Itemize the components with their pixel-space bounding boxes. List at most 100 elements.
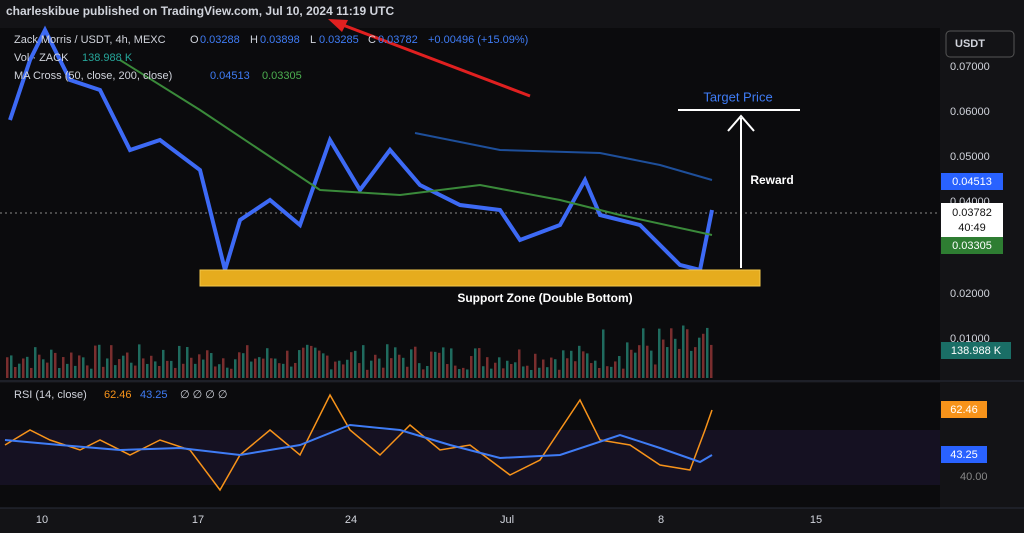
volume-bar xyxy=(610,366,613,378)
volume-bar xyxy=(578,345,581,378)
volume-bar xyxy=(410,349,413,378)
rsi-badge xyxy=(941,401,987,418)
volume-bar xyxy=(570,350,573,378)
volume-bar xyxy=(362,345,365,378)
volume-bar xyxy=(542,359,545,378)
volume-bar xyxy=(302,347,305,378)
price-pane xyxy=(0,28,940,380)
publisher: charleskibue published on TradingView.co… xyxy=(6,4,394,18)
volume-bar xyxy=(702,333,705,378)
volume-bar xyxy=(338,360,341,378)
volume-bar xyxy=(470,356,473,378)
ma-fast: 0.04513 xyxy=(210,70,250,82)
volume-bar xyxy=(490,368,493,378)
volume-bar xyxy=(62,357,65,378)
volume-bar xyxy=(498,357,501,378)
volume-bar xyxy=(414,346,417,378)
volume-bar xyxy=(550,357,553,378)
rsi-band xyxy=(0,430,940,485)
volume-bar xyxy=(174,367,177,378)
volume-bar xyxy=(334,361,337,378)
volume-bar xyxy=(102,366,105,378)
volume-bar xyxy=(670,328,673,378)
price-tick-label: 0.01000 xyxy=(950,333,990,345)
volume-bar xyxy=(434,351,437,378)
volume-bar xyxy=(30,367,33,378)
volume-bar xyxy=(402,357,405,378)
volume-bar xyxy=(42,359,45,378)
volume-bar xyxy=(170,360,173,378)
volume-bar xyxy=(110,345,113,378)
volume-bar xyxy=(134,365,137,378)
volume-bar xyxy=(74,365,77,378)
volume-bar xyxy=(658,328,661,378)
volume-bar xyxy=(366,369,369,378)
volume-bar xyxy=(450,348,453,378)
last-badge xyxy=(941,203,1003,237)
volume-bar xyxy=(162,349,165,378)
ma-slow-badge-text: 0.03305 xyxy=(952,240,992,252)
volume-bar xyxy=(382,367,385,378)
red-arrow-head xyxy=(328,19,348,32)
volume-bar xyxy=(442,347,445,378)
change: +0.00496 (+15.09%) xyxy=(428,34,528,46)
volume-bar xyxy=(326,355,329,378)
volume-bar xyxy=(126,352,129,378)
volume-bar xyxy=(626,342,629,378)
volume-badge xyxy=(941,342,1011,359)
volume-bar xyxy=(566,358,569,378)
price-tick-label: 0.07000 xyxy=(950,61,990,73)
volume-bar xyxy=(446,364,449,378)
volume-bar xyxy=(530,369,533,378)
volume-bar xyxy=(310,345,313,378)
l-label: L xyxy=(310,34,316,46)
close: 0.03782 xyxy=(378,34,418,46)
volume-bar xyxy=(390,358,393,378)
volume-bar xyxy=(590,363,593,378)
volume-bar xyxy=(114,365,117,378)
volume-bar xyxy=(166,360,169,378)
volume-bar xyxy=(526,365,529,378)
rsi-ma: 43.25 xyxy=(140,389,168,401)
volume-bar xyxy=(706,327,709,378)
volume-bar xyxy=(474,348,477,378)
open: 0.03288 xyxy=(200,34,240,46)
volume-bar xyxy=(666,347,669,378)
volume-bar xyxy=(694,347,697,378)
red-arrow xyxy=(334,20,531,98)
volume-bar xyxy=(86,365,89,378)
volume-bar xyxy=(258,357,261,378)
rsi-ma-badge-text: 43.25 xyxy=(950,449,978,461)
volume-bar xyxy=(202,359,205,378)
volume-bar xyxy=(354,350,357,378)
volume-bar xyxy=(306,344,309,378)
volume-bar xyxy=(606,366,609,378)
high: 0.03898 xyxy=(260,34,300,46)
volume-bar xyxy=(314,347,317,378)
price-axis: 0.070000.060000.050000.040000.020000.010… xyxy=(950,61,990,345)
volume-bar xyxy=(294,362,297,378)
time-tick-label: 15 xyxy=(810,514,822,526)
volume-bar xyxy=(638,345,641,378)
volume-bar xyxy=(182,363,185,378)
rsi-line xyxy=(4,393,713,492)
volume-bar xyxy=(426,365,429,378)
volume-bar xyxy=(98,344,101,378)
currency[interactable]: USDT xyxy=(955,38,985,50)
volume-bar xyxy=(370,360,373,378)
volume-bar xyxy=(222,358,225,378)
ma-fast-badge xyxy=(941,173,1003,190)
volume-bar xyxy=(270,358,273,378)
currency-button[interactable] xyxy=(945,30,1015,58)
volume-bar xyxy=(14,366,17,378)
volume-bar xyxy=(502,368,505,378)
volume-bar xyxy=(122,355,125,378)
volume-bar xyxy=(118,359,121,378)
volume-bar xyxy=(138,344,141,378)
volume-bar xyxy=(574,361,577,378)
volume-value: 138.988 K xyxy=(82,52,133,64)
volume-bar xyxy=(282,363,285,378)
volume-bar xyxy=(562,350,565,378)
volume-bar xyxy=(482,366,485,378)
